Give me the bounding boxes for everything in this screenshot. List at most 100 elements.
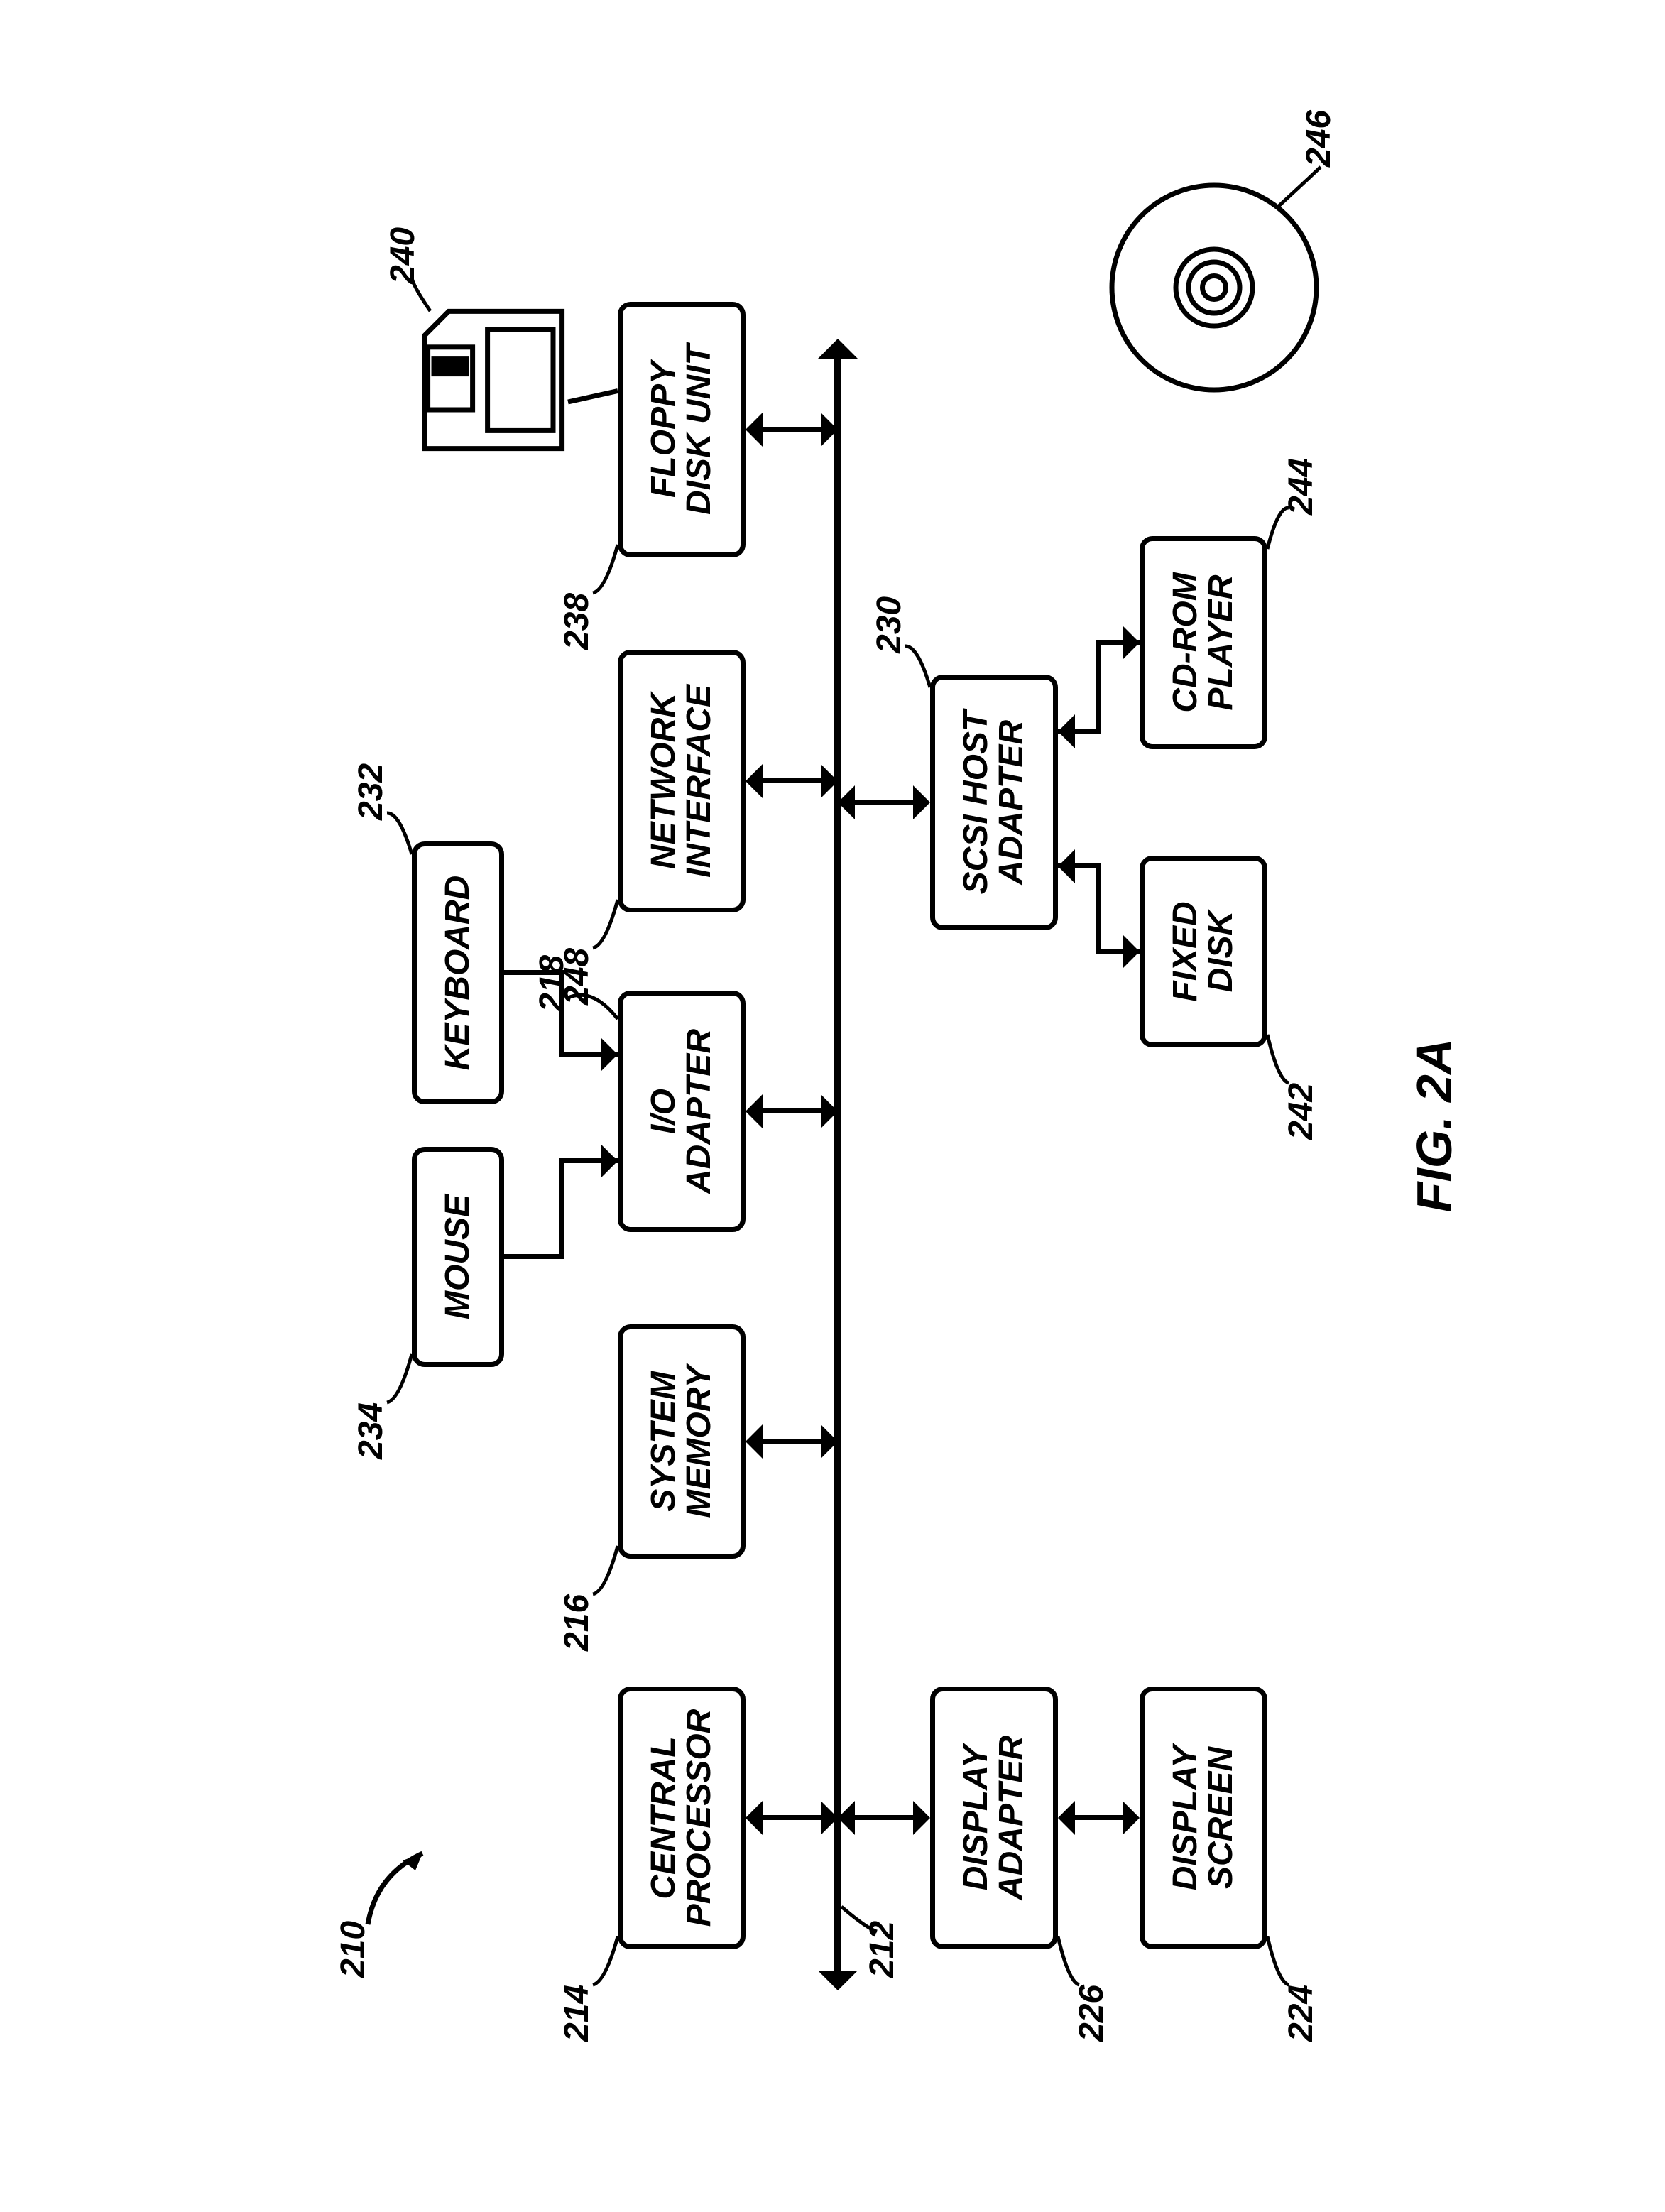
- edge-keyboard-io_adapter-v1: [504, 971, 561, 976]
- bus-arrow-right: [818, 339, 858, 359]
- block-label: KEYBOARD: [440, 876, 476, 1071]
- block-label: SCSI HOST: [959, 711, 994, 895]
- bus-arrow-left: [818, 1971, 858, 1990]
- leader-240: [405, 270, 437, 318]
- block-floppy-disk-unit: FLOPPYDISK UNIT: [618, 302, 746, 557]
- bus-conn-io_adapter-up: [746, 1094, 763, 1128]
- floppy-disk-icon: [419, 305, 568, 454]
- figure-caption: FIG. 2A: [1406, 1038, 1463, 1212]
- edge-mouse-io_adapter-h: [559, 1159, 564, 1260]
- bus-conn-central_processor-up: [746, 1801, 763, 1835]
- bus-conn-system_memory: [754, 1439, 829, 1444]
- leader-bus: [834, 1900, 884, 1939]
- block-label: PLAYER: [1203, 574, 1239, 710]
- block-io-adapter: I/OADAPTER: [618, 991, 746, 1232]
- bus-conn-floppy_disk_unit-down: [821, 413, 838, 447]
- block-label: CENTRAL: [646, 1736, 682, 1899]
- block-display-adapter: DISPLAYADAPTER: [930, 1687, 1058, 1949]
- ref-224: 224: [1282, 1985, 1321, 2042]
- leader-226: [1051, 1929, 1086, 1992]
- ref-242: 242: [1282, 1083, 1321, 1140]
- edge-scsi_host_adapter-cdrom_player-down: [1123, 626, 1140, 660]
- leader-238: [586, 538, 625, 600]
- bus-conn-display_adapter-down: [913, 1801, 930, 1835]
- figure-page: CENTRALPROCESSOR214SYSTEMMEMORY216I/OADA…: [0, 0, 1665, 2212]
- block-label: FIXED: [1168, 901, 1203, 1001]
- bus-conn-scsi_host_adapter-down: [913, 785, 930, 819]
- bus-conn-system_memory-up: [746, 1424, 763, 1459]
- block-scsi-host-adapter: SCSI HOSTADAPTER: [930, 675, 1058, 930]
- bus-conn-network_interface: [754, 779, 829, 784]
- block-label: DISPLAY: [1168, 1745, 1203, 1890]
- block-label: DISPLAY: [959, 1745, 994, 1890]
- block-label: PROCESSOR: [682, 1709, 717, 1927]
- block-system-memory: SYSTEMMEMORY: [618, 1324, 746, 1559]
- leader-234: [380, 1347, 419, 1410]
- floppy-attach: [564, 388, 621, 406]
- leader-232: [380, 805, 419, 861]
- diagram-canvas: CENTRALPROCESSOR214SYSTEMMEMORY216I/OADA…: [0, 0, 1665, 2212]
- bus-conn-io_adapter-down: [821, 1094, 838, 1128]
- block-label: DISK: [1203, 911, 1239, 993]
- leader-230: [898, 638, 937, 694]
- leader-224: [1260, 1929, 1296, 1992]
- block-label: INTERFACE: [682, 685, 717, 878]
- bus-conn-io_adapter: [754, 1109, 829, 1114]
- ref-214: 214: [557, 1985, 596, 2042]
- bus-conn-central_processor-down: [821, 1801, 838, 1835]
- leader-242: [1260, 1028, 1296, 1090]
- block-label: CD-ROM: [1168, 572, 1203, 712]
- bus-conn-network_interface-up: [746, 764, 763, 798]
- leader-214: [586, 1929, 625, 1992]
- block-label: SCREEN: [1203, 1747, 1239, 1889]
- ref-226: 226: [1072, 1985, 1111, 2042]
- leader-246: [1271, 160, 1328, 214]
- block-label: MEMORY: [682, 1365, 717, 1518]
- bus-conn-floppy_disk_unit-up: [746, 413, 763, 447]
- bus-conn-display_adapter-up: [838, 1801, 855, 1835]
- block-label: I/O: [646, 1089, 682, 1134]
- block-keyboard: KEYBOARD: [412, 841, 504, 1104]
- edge-display_adapter-display_screen: [1066, 1816, 1131, 1821]
- bus-conn-network_interface-down: [821, 764, 838, 798]
- edge-scsi_host_adapter-cdrom_player-up: [1058, 714, 1075, 748]
- block-cdrom-player: CD-ROMPLAYER: [1140, 536, 1267, 749]
- block-label: ADAPTER: [682, 1029, 717, 1194]
- block-label: ADAPTER: [994, 720, 1030, 885]
- system-bus: [834, 359, 841, 1971]
- block-label: ADAPTER: [994, 1736, 1030, 1900]
- block-label: DISK UNIT: [682, 344, 717, 515]
- edge-scsi_host_adapter-fixed_disk-down: [1123, 935, 1140, 969]
- edge-mouse-io_adapter-v1: [504, 1255, 561, 1260]
- leader-244: [1260, 500, 1296, 556]
- edge-display_adapter-display_screen-up: [1058, 1801, 1075, 1835]
- leader-216: [586, 1539, 625, 1601]
- edge-display_adapter-display_screen-down: [1123, 1801, 1140, 1835]
- block-label: SYSTEM: [646, 1371, 682, 1511]
- bus-conn-scsi_host_adapter: [846, 800, 922, 805]
- block-label: NETWORK: [646, 693, 682, 869]
- block-fixed-disk: FIXEDDISK: [1140, 856, 1267, 1047]
- block-label: FLOPPY: [646, 361, 682, 498]
- block-central-processor: CENTRALPROCESSOR: [618, 1687, 746, 1949]
- block-network-interface: NETWORKINTERFACE: [618, 650, 746, 912]
- ref-216: 216: [557, 1594, 596, 1651]
- edge-mouse-io_adapter-down: [601, 1144, 618, 1178]
- ref-234: 234: [351, 1402, 391, 1459]
- edge-keyboard-io_adapter-h: [559, 971, 564, 1057]
- ref-238: 238: [557, 593, 596, 650]
- block-display-screen: DISPLAYSCREEN: [1140, 1687, 1267, 1949]
- bus-conn-system_memory-down: [821, 1424, 838, 1459]
- edge-scsi_host_adapter-fixed_disk-up: [1058, 849, 1075, 883]
- edge-scsi_host_adapter-fixed_disk-h: [1096, 864, 1101, 954]
- edge-scsi_host_adapter-cdrom_player-h: [1096, 641, 1101, 734]
- block-mouse: MOUSE: [412, 1147, 504, 1367]
- bus-conn-display_adapter: [846, 1816, 922, 1821]
- overall-arrow: [355, 1825, 447, 1932]
- bus-conn-central_processor: [754, 1816, 829, 1821]
- edge-keyboard-io_adapter-down: [601, 1037, 618, 1072]
- bus-conn-floppy_disk_unit: [754, 427, 829, 432]
- block-label: MOUSE: [440, 1194, 476, 1319]
- ref-246: 246: [1299, 110, 1338, 167]
- bus-conn-scsi_host_adapter-up: [838, 785, 855, 819]
